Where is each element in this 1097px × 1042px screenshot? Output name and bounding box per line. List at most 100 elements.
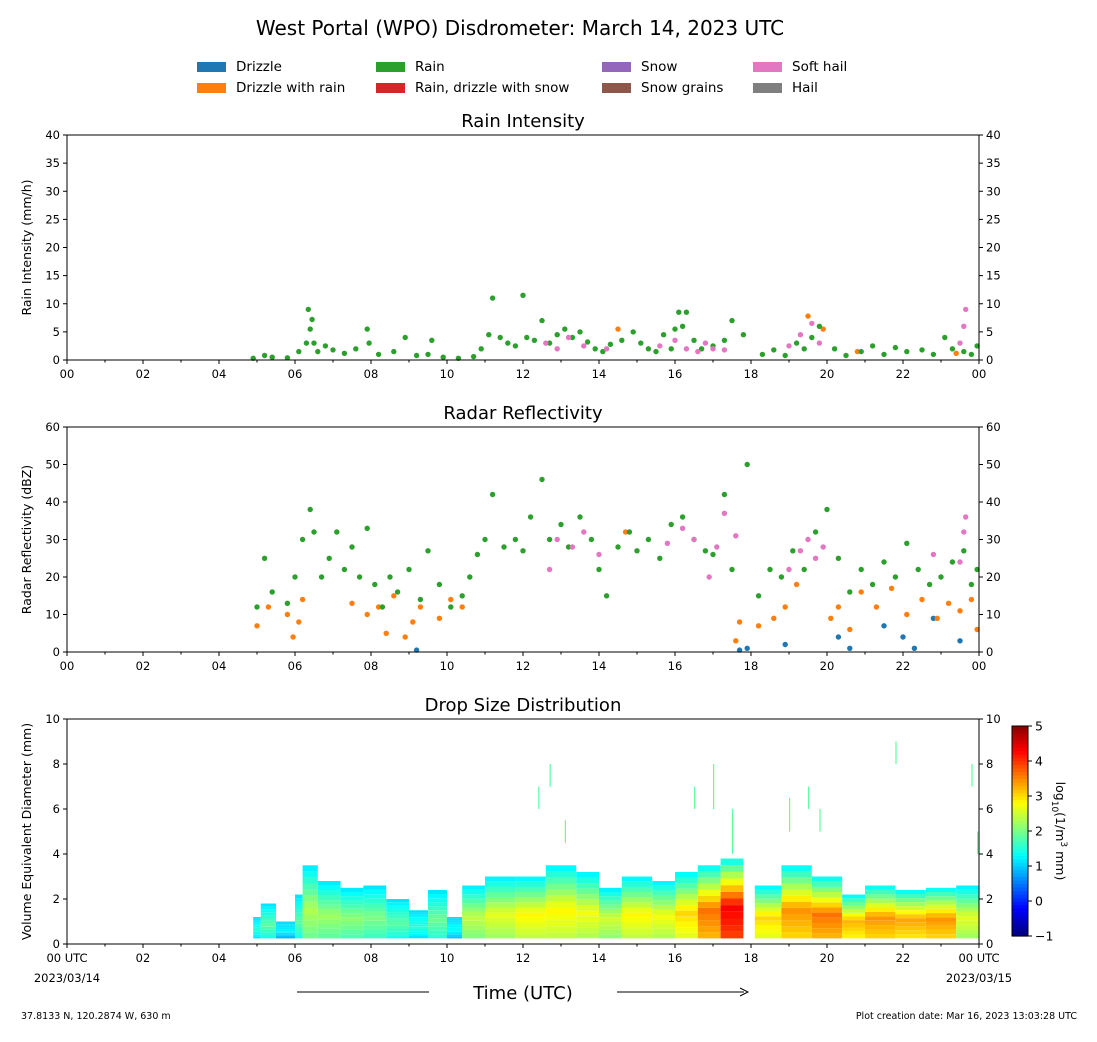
heatmap-cell bbox=[781, 932, 812, 939]
data-point bbox=[820, 326, 826, 332]
heatmap-cell bbox=[811, 881, 843, 887]
x-tick-label: 16 bbox=[668, 367, 683, 381]
legend-label: Snow grains bbox=[641, 80, 724, 96]
colorbar-cell bbox=[1012, 803, 1028, 808]
data-point bbox=[963, 514, 969, 520]
data-point bbox=[592, 346, 598, 352]
heatmap-cell bbox=[485, 886, 516, 892]
heatmap-cell bbox=[363, 885, 387, 890]
heatmap-cell bbox=[675, 899, 698, 906]
heatmap-cell bbox=[576, 888, 599, 895]
colorbar-cell bbox=[1012, 736, 1028, 741]
colorbar-tick-label: 1 bbox=[1035, 859, 1043, 874]
heatmap-cell bbox=[545, 932, 577, 939]
heatmap-cell bbox=[925, 908, 957, 913]
heatmap-cell bbox=[317, 933, 341, 939]
data-point bbox=[892, 344, 899, 351]
x-tick-label: 04 bbox=[212, 367, 227, 381]
heatmap-cell bbox=[652, 890, 675, 896]
x-tick-label: 10 bbox=[440, 951, 455, 965]
data-point bbox=[558, 521, 564, 528]
y-tick-label: 0 bbox=[986, 645, 993, 659]
heatmap-cell bbox=[462, 925, 485, 930]
data-point bbox=[721, 510, 728, 516]
heatmap-cell bbox=[697, 914, 721, 921]
heatmap-cell bbox=[428, 930, 447, 935]
data-point bbox=[505, 340, 511, 346]
x-tick-label: 12 bbox=[516, 659, 531, 673]
data-point bbox=[366, 340, 372, 346]
heatmap-cell bbox=[302, 889, 318, 896]
heatmap-cell bbox=[599, 917, 622, 922]
y-tick-label: 60 bbox=[45, 420, 60, 434]
colorbar-cell bbox=[1012, 729, 1028, 734]
heatmap-cell bbox=[260, 909, 276, 913]
data-point bbox=[683, 309, 690, 315]
heatmap-cell bbox=[386, 925, 409, 929]
heatmap-cell bbox=[515, 907, 546, 913]
heatmap-cell bbox=[462, 929, 485, 934]
data-point bbox=[607, 341, 614, 347]
x-axis-label: Time (UTC) bbox=[472, 983, 573, 1004]
data-point bbox=[303, 340, 310, 346]
legend-item: Rain, drizzle with snow bbox=[376, 80, 569, 96]
data-point bbox=[919, 596, 925, 603]
heatmap-cell bbox=[599, 908, 622, 913]
heatmap-cell bbox=[842, 923, 865, 928]
data-point bbox=[299, 536, 306, 543]
data-point bbox=[402, 634, 408, 640]
data-point bbox=[478, 346, 484, 352]
heatmap-cell bbox=[545, 883, 577, 890]
heatmap-cell bbox=[697, 877, 721, 884]
heatmap-cell bbox=[720, 911, 744, 919]
data-point bbox=[668, 346, 674, 352]
heatmap-cell bbox=[895, 926, 926, 931]
x-tick-label: 00 bbox=[60, 659, 75, 673]
heatmap-cell bbox=[276, 931, 295, 933]
x-tick-label: 14 bbox=[592, 659, 607, 673]
heatmap-cell bbox=[697, 932, 721, 939]
heatmap-cell bbox=[781, 877, 812, 884]
x-tick-label: 16 bbox=[668, 951, 683, 965]
heatmap-cell bbox=[811, 917, 843, 923]
data-point bbox=[957, 608, 963, 614]
colorbar: 5 4 3 2 1 0 −1 log10(1/m3 mm) bbox=[1011, 719, 1068, 944]
heatmap-cell bbox=[260, 912, 276, 916]
heatmap-cell bbox=[485, 881, 516, 887]
heatmap-cell bbox=[545, 914, 577, 921]
heatmap-cell bbox=[652, 928, 675, 934]
heatmap-cell bbox=[447, 918, 463, 921]
heatmap-cell bbox=[253, 922, 261, 925]
heatmap-cell bbox=[253, 933, 261, 935]
heatmap-cell bbox=[515, 922, 546, 929]
data-point bbox=[657, 555, 663, 561]
data-point bbox=[527, 514, 534, 520]
data-point bbox=[440, 354, 446, 360]
x-tick-label: 04 bbox=[212, 659, 227, 673]
y-tick-label: 0 bbox=[986, 937, 993, 951]
colorbar-cell bbox=[1012, 845, 1028, 850]
heatmap-cell bbox=[599, 896, 622, 901]
x-tick-label: 08 bbox=[364, 659, 379, 673]
data-point bbox=[702, 340, 709, 346]
data-point bbox=[942, 334, 948, 341]
heatmap-cell bbox=[515, 886, 546, 892]
data-point bbox=[603, 346, 610, 352]
heatmap-cell bbox=[302, 883, 318, 890]
colorbar-cell bbox=[1012, 869, 1028, 874]
data-point bbox=[968, 351, 975, 358]
y-tick-label: 5 bbox=[53, 325, 60, 339]
x-tick-label: 18 bbox=[744, 659, 759, 673]
heatmap-cell bbox=[697, 895, 721, 902]
heatmap-cell bbox=[276, 934, 295, 936]
data-point bbox=[581, 529, 587, 535]
legend-swatch bbox=[753, 83, 782, 93]
data-point bbox=[736, 647, 743, 653]
y-tick-label: 15 bbox=[986, 269, 1001, 283]
heatmap-cell bbox=[675, 932, 698, 939]
heatmap-cell bbox=[956, 911, 979, 917]
data-point bbox=[413, 352, 420, 359]
y-tick-label: 30 bbox=[45, 533, 60, 547]
data-point bbox=[615, 544, 621, 550]
data-point bbox=[425, 548, 431, 554]
